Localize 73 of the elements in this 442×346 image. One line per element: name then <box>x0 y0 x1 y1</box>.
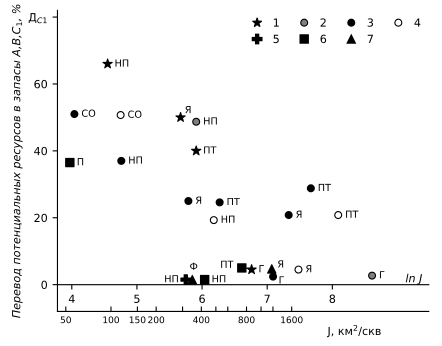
point <box>216 198 224 206</box>
point <box>70 110 78 118</box>
point <box>237 263 247 273</box>
y-tick-label: 20 <box>34 214 47 222</box>
point <box>65 158 75 168</box>
annotation: НП <box>212 275 226 282</box>
annotation: Я <box>296 210 302 218</box>
x2-tick-label: 400 <box>193 316 210 324</box>
legend-label: 2 <box>320 18 326 27</box>
legend-label: 7 <box>368 34 373 43</box>
point <box>200 274 210 284</box>
annotation: ПТ <box>221 260 234 268</box>
annotation: Ф <box>190 262 198 270</box>
point <box>117 156 126 165</box>
legend-label: 4 <box>414 18 420 27</box>
annotation: СО <box>82 110 96 117</box>
annotation: СО <box>128 110 142 118</box>
annotation: Я <box>185 106 191 114</box>
annotation: П <box>78 158 84 166</box>
x2-tick-label: 1600 <box>281 316 303 324</box>
point <box>188 274 198 284</box>
point <box>180 274 192 286</box>
x2-tick-label: 100 <box>103 316 119 324</box>
point <box>284 211 293 220</box>
annotation: ПТ <box>318 184 332 191</box>
point <box>210 216 218 224</box>
point <box>294 266 302 274</box>
annotation: Я <box>306 265 312 272</box>
annotation: ПТ <box>204 146 216 154</box>
y-tick-label: 60 <box>34 80 47 88</box>
y-tick-label: 0 <box>41 280 47 290</box>
point <box>175 112 186 122</box>
annotation: НП <box>129 156 142 164</box>
point <box>269 272 278 281</box>
x2-tick-label: 50 <box>60 316 71 324</box>
annotation: Г <box>259 265 264 272</box>
legend-label: 6 <box>320 34 326 44</box>
y-tick-label: 40 <box>34 146 47 156</box>
point <box>116 111 125 120</box>
x-axis-title: ln J <box>406 274 422 284</box>
x-tick-label: 6 <box>199 294 205 303</box>
annotation: НП <box>222 216 234 223</box>
point <box>267 264 276 274</box>
x-tick-label: 7 <box>264 294 270 303</box>
point <box>191 145 202 156</box>
x2-tick-label: 800 <box>238 316 255 324</box>
x-tick-label: 5 <box>134 294 140 303</box>
annotation: НП <box>116 59 128 67</box>
x-tick-label: 8 <box>330 294 336 303</box>
annotation: ПТ <box>228 198 240 206</box>
point <box>102 58 113 68</box>
legend-label: 5 <box>274 34 279 44</box>
point <box>368 272 376 280</box>
annotation: Я <box>278 260 284 268</box>
annotation: ПТ <box>346 210 358 218</box>
point <box>334 211 342 220</box>
annotation: Г <box>380 271 384 278</box>
point <box>192 118 200 126</box>
annotation: НП <box>204 117 217 124</box>
annotation: НП <box>165 275 178 282</box>
point <box>184 197 192 206</box>
annotation: Я <box>196 196 202 204</box>
point <box>246 264 257 274</box>
annotation: Г <box>280 276 284 284</box>
x2-axis-title: J, км$^{2}$/скв <box>326 324 381 338</box>
x2-tick-label: 150 <box>130 316 146 324</box>
legend-label: 3 <box>368 18 373 27</box>
x2-tick-label: 200 <box>148 316 164 324</box>
legend-label: 1 <box>274 18 279 27</box>
x-tick-label: 4 <box>68 294 75 303</box>
y-axis-title: Перевод потенциальных ресурсов в запасы A,B,C$_{1}$, % <box>12 4 23 318</box>
y-tick-label: Д$_{С1}$ <box>28 13 47 24</box>
point <box>306 184 315 192</box>
